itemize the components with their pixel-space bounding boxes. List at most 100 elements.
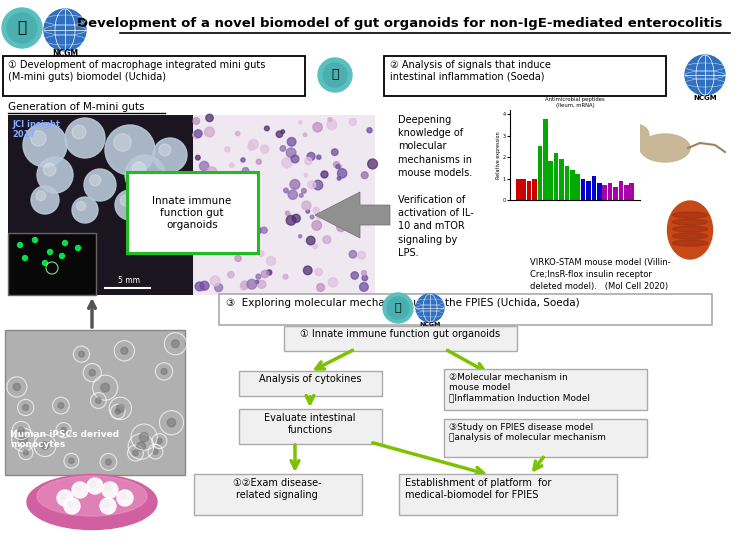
Circle shape [47,250,53,255]
Text: NCGM: NCGM [52,49,78,58]
Bar [619,181,623,200]
Circle shape [368,159,377,169]
Bar [521,179,526,200]
Circle shape [238,202,243,207]
Circle shape [326,211,334,220]
Circle shape [41,442,49,450]
Circle shape [201,222,206,226]
Circle shape [362,271,366,275]
Circle shape [306,209,309,213]
Circle shape [7,13,37,43]
Text: 🐘: 🐘 [394,303,401,313]
Circle shape [327,120,337,130]
Bar [586,181,591,200]
Circle shape [288,190,297,199]
Circle shape [64,498,80,514]
Ellipse shape [619,113,631,127]
FancyBboxPatch shape [3,56,305,96]
Circle shape [58,402,64,408]
Circle shape [89,370,95,376]
FancyBboxPatch shape [127,172,258,253]
Circle shape [254,226,261,234]
Circle shape [78,351,84,357]
Circle shape [264,126,269,131]
Circle shape [159,144,171,156]
Circle shape [18,427,24,433]
Bar [548,162,553,200]
Circle shape [310,215,314,219]
Circle shape [227,241,232,246]
Text: 🐘: 🐘 [18,21,27,36]
Ellipse shape [27,475,157,529]
Bar [624,185,629,200]
Text: Innate immune
function gut
organoids: Innate immune function gut organoids [152,196,232,230]
Circle shape [240,158,245,162]
Circle shape [280,146,286,152]
FancyBboxPatch shape [218,294,711,325]
Circle shape [90,481,96,487]
Circle shape [121,347,128,354]
Circle shape [61,427,66,433]
Circle shape [318,58,352,92]
Circle shape [95,398,101,403]
Text: VIRKO-STAM mouse model (Villin-
Cre;InsR-flox insulin receptor
deleted model).  : VIRKO-STAM mouse model (Villin- Cre;InsR… [530,258,670,291]
Circle shape [102,482,118,498]
Bar [613,187,618,200]
Circle shape [115,190,145,220]
FancyBboxPatch shape [443,418,647,457]
Circle shape [90,175,101,186]
Circle shape [207,167,217,176]
Circle shape [313,208,319,214]
FancyBboxPatch shape [193,115,375,295]
Circle shape [167,418,175,427]
Circle shape [266,270,272,275]
Text: Verification of
activation of IL-
10 and mTOR
signaling by
LPS.: Verification of activation of IL- 10 and… [398,195,474,258]
Ellipse shape [673,212,707,218]
Circle shape [266,256,275,265]
Circle shape [103,501,109,507]
Text: ③Study on FPIES disease model
・analysis of molecular mechanism: ③Study on FPIES disease model ・analysis … [449,423,606,442]
Circle shape [234,180,240,187]
FancyBboxPatch shape [443,369,647,410]
Circle shape [195,282,204,291]
Circle shape [307,153,315,160]
Circle shape [195,215,204,225]
Text: NCGM: NCGM [420,322,441,327]
Circle shape [312,220,322,230]
FancyBboxPatch shape [238,371,382,396]
Bar [516,179,520,200]
Circle shape [125,155,165,195]
Circle shape [261,270,269,278]
Bar [608,183,613,200]
FancyBboxPatch shape [8,115,193,295]
Circle shape [62,240,67,245]
Circle shape [328,118,332,122]
Circle shape [19,436,27,444]
Circle shape [247,279,257,289]
Circle shape [313,180,323,190]
Circle shape [290,179,300,189]
Circle shape [249,139,258,149]
Ellipse shape [673,233,707,239]
Circle shape [304,174,308,177]
Bar [565,166,569,200]
Text: Deepening
knowledge of
molecular
mechanisms in
mouse models.: Deepening knowledge of molecular mechani… [398,115,472,178]
Circle shape [201,239,210,249]
Bar [592,176,596,200]
Circle shape [201,171,206,177]
Circle shape [33,238,38,243]
FancyBboxPatch shape [283,325,517,351]
Bar [602,185,607,200]
Circle shape [72,125,86,139]
Bar [559,159,564,200]
Circle shape [256,159,261,164]
Text: Generation of M-mini guts: Generation of M-mini guts [8,102,144,112]
Circle shape [84,169,116,201]
Circle shape [153,138,187,172]
Circle shape [258,251,264,256]
Circle shape [226,238,235,246]
Circle shape [306,236,315,245]
Circle shape [200,281,209,290]
Circle shape [120,493,126,499]
Ellipse shape [673,219,707,225]
